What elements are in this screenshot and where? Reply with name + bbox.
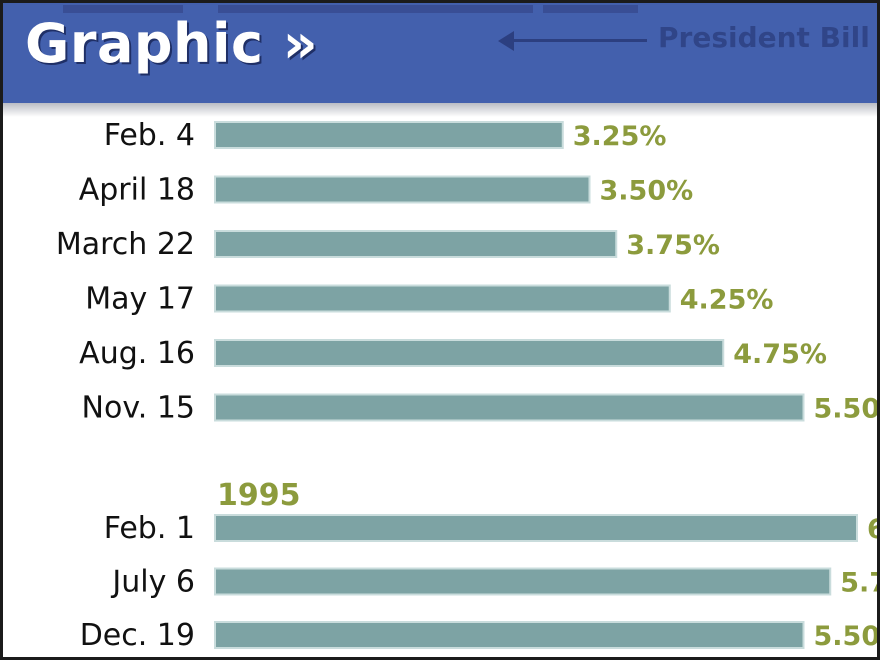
bar [214,175,591,204]
category-label: Feb. 4 [104,118,195,153]
year-label-1995: 1995 [217,478,301,513]
value-label: 3.75% [626,230,720,261]
value-label: 4.75% [733,339,827,370]
header-partial-bar [218,5,533,13]
header-partial-label [63,5,183,13]
bar [214,121,564,149]
category-label: July 6 [110,565,195,600]
header-shadow [3,103,877,117]
header-annotation: President Bill C [658,21,880,54]
category-label: March 22 [56,227,195,262]
category-label: May 17 [85,282,195,317]
bar [214,567,832,596]
left-arrow-icon [498,25,648,55]
category-label: Dec. 19 [80,618,195,653]
bar [214,230,618,258]
category-label: Feb. 1 [104,511,195,546]
value-label: 4.25% [680,285,774,316]
value-label: 3.50% [600,176,694,207]
value-label: 3.25% [573,121,667,152]
category-label: April 18 [79,173,195,208]
category-label: Aug. 16 [79,336,195,371]
graphic-header[interactable]: Graphic » President Bill C [3,3,880,103]
value-label: 5.50 [814,394,880,425]
header-partial-value [543,5,638,13]
rate-bar-chart: 1994Feb. 43.25%April 183.50%March 223.75… [56,84,880,653]
category-label: Nov. 15 [82,391,195,426]
bar [214,514,858,542]
value-label: 5.50 [814,621,880,652]
bar [214,621,805,649]
bar [214,393,805,422]
value-label: 6 [867,514,880,545]
bar [214,284,671,313]
bar [214,339,725,367]
graphic-link-title[interactable]: Graphic » [25,12,319,75]
value-label: 5.7 [840,568,880,599]
